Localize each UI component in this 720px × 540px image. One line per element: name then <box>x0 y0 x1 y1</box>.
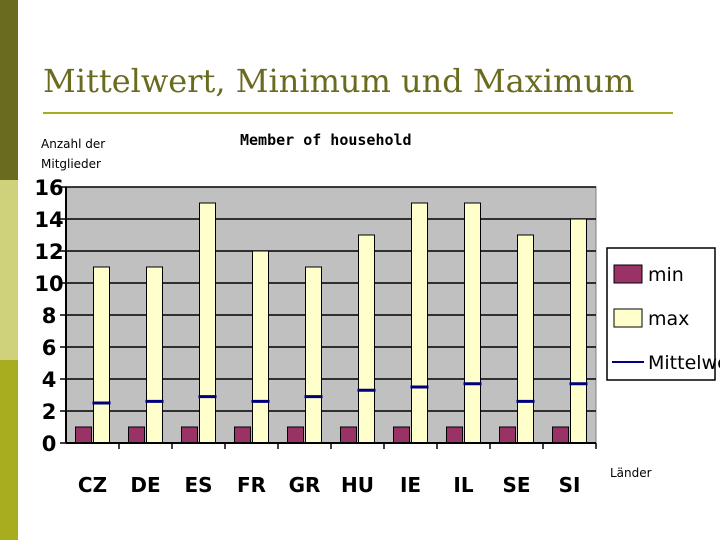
x-tick-label: IE <box>400 473 421 497</box>
y-tick-label: 8 <box>42 304 57 328</box>
y-tick-label: 2 <box>42 400 57 424</box>
bar-max <box>93 266 110 444</box>
y-tick-label: 0 <box>42 432 57 456</box>
x-tick-label: SI <box>559 473 581 497</box>
x-tick-label: HU <box>341 473 374 497</box>
y-tick-label: 12 <box>34 240 63 264</box>
x-tick-labels: CZ DE ES FR GR HU IE IL SE SI <box>78 473 581 497</box>
bar-min <box>234 426 251 444</box>
x-tick-label: IL <box>453 473 473 497</box>
legend-swatch-min <box>613 264 643 284</box>
bar-min <box>75 426 92 444</box>
bar-min <box>340 426 357 444</box>
y-tick-labels: 0 2 4 6 8 10 12 14 16 <box>34 176 63 456</box>
y-tick-label: 16 <box>34 176 63 200</box>
mean-markers <box>92 382 588 405</box>
sidebar-band-light <box>0 180 18 360</box>
bar-max <box>358 234 375 444</box>
bar-min <box>499 426 516 444</box>
legend-label-Mittelwert: Mittelwert <box>648 352 720 374</box>
bar-min <box>181 426 198 444</box>
y-tick-label: 14 <box>34 208 63 232</box>
slide-sidebar <box>0 0 18 540</box>
legend-label-min: min <box>648 264 684 286</box>
slide-title: Mittelwert, Minimum und Maximum <box>43 62 635 100</box>
legend: min max Mittelwert <box>606 247 720 381</box>
x-tick-label: SE <box>502 473 530 497</box>
title-underline <box>43 112 673 114</box>
axes <box>65 187 597 449</box>
bar-max <box>570 218 587 444</box>
bar-max <box>305 266 322 444</box>
x-tick-label: CZ <box>78 473 107 497</box>
sidebar-band-mid <box>0 360 18 540</box>
x-axis-label: Länder <box>610 466 652 480</box>
x-tick-label: FR <box>237 473 266 497</box>
bar-min <box>128 426 145 444</box>
chart-title: Member of household <box>240 131 412 149</box>
bar-max <box>199 202 216 444</box>
bar-max <box>411 202 428 444</box>
legend-label-max: max <box>648 308 689 330</box>
sidebar-band-dark <box>0 0 18 180</box>
legend-swatch-max <box>613 308 643 328</box>
bar-min <box>446 426 463 444</box>
bar-min <box>393 426 410 444</box>
x-tick-label: DE <box>130 473 160 497</box>
bar-max <box>464 202 481 444</box>
bar-min <box>552 426 569 444</box>
y-axis-label: Anzahl der Mitglieder <box>41 137 106 171</box>
bar-max <box>517 234 534 444</box>
bar-min <box>287 426 304 444</box>
y-tick-label: 4 <box>42 368 57 392</box>
bar-max <box>146 266 163 444</box>
x-tick-label: GR <box>289 473 321 497</box>
y-tick-label: 10 <box>34 272 63 296</box>
bar-max <box>252 250 269 444</box>
x-tick-label: ES <box>184 473 212 497</box>
y-tick-label: 6 <box>42 336 57 360</box>
